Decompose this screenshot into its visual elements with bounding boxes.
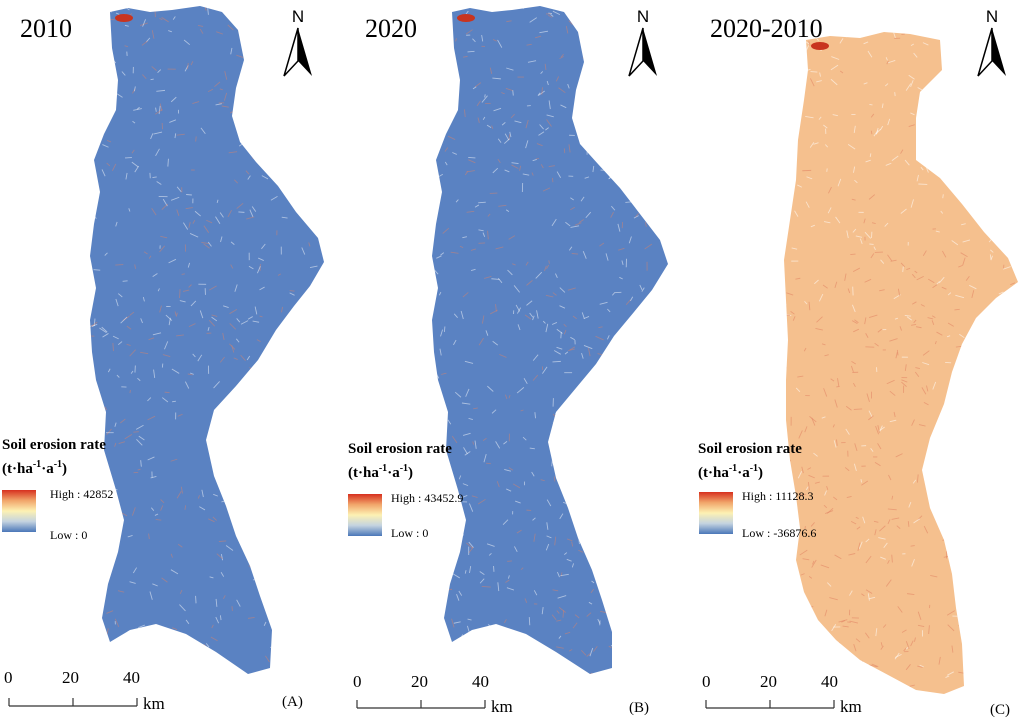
legend: Soil erosion rate (t·ha-1·a-1) — [348, 440, 452, 483]
legend-color-ramp — [2, 490, 36, 532]
map-area-2020 — [345, 0, 690, 718]
legend-low-label: Low : 0 — [50, 528, 87, 543]
legend-high-label: High : 42852 — [50, 487, 113, 502]
panel-label: (A) — [282, 694, 303, 711]
legend-title: Soil erosion rate — [348, 440, 452, 459]
panel-title: 2020-2010 — [710, 14, 823, 44]
legend: Soil erosion rate (t·ha-1·a-1) — [698, 440, 802, 483]
panel-c: 2020-2010 N Soil erosion rate (t·ha-1·a-… — [690, 0, 1024, 718]
scale-unit: km — [491, 697, 513, 717]
legend-low-label: Low : -36876.6 — [742, 526, 816, 541]
scale-tick-label: 20 — [62, 668, 79, 688]
legend-high-label: High : 11128.3 — [742, 489, 813, 504]
scale-bar — [6, 692, 146, 712]
north-label: N — [292, 7, 304, 26]
panel-b: 2020 N Soil erosion rate (t·ha-1·a-1) Hi… — [345, 0, 690, 718]
hotspot-marker — [115, 14, 133, 22]
north-arrow-icon: N — [625, 6, 661, 83]
legend-unit: (t·ha-1·a-1) — [698, 459, 802, 483]
legend-high-label: High : 43452.9 — [391, 491, 463, 506]
scale-unit: km — [840, 697, 862, 717]
catchment-area — [90, 6, 324, 674]
legend-low-label: Low : 0 — [391, 526, 428, 541]
legend-color-ramp — [699, 492, 733, 534]
scale-tick-label: 0 — [702, 672, 711, 692]
legend-title: Soil erosion rate — [2, 436, 106, 455]
scale-tick-label: 40 — [123, 668, 140, 688]
legend-unit: (t·ha-1·a-1) — [2, 455, 106, 479]
legend-title: Soil erosion rate — [698, 440, 802, 459]
panel-label: (C) — [990, 702, 1010, 719]
legend-color-ramp — [348, 494, 382, 536]
panel-a: 2010 N Soil erosion rate (t·ha-1·a-1) Hi… — [0, 0, 345, 718]
scale-tick-label: 0 — [4, 668, 13, 688]
scale-tick-label: 0 — [353, 672, 362, 692]
scale-tick-label: 40 — [472, 672, 489, 692]
panel-title: 2020 — [365, 14, 417, 44]
scale-tick-label: 20 — [760, 672, 777, 692]
scale-bar — [354, 694, 494, 714]
north-label: N — [637, 7, 649, 26]
panel-label: (B) — [629, 700, 649, 717]
legend: Soil erosion rate (t·ha-1·a-1) — [2, 436, 106, 479]
north-arrow-icon: N — [974, 6, 1010, 83]
scale-tick-label: 40 — [821, 672, 838, 692]
north-label: N — [986, 7, 998, 26]
catchment-area — [784, 32, 1018, 694]
scale-bar — [703, 694, 843, 714]
hotspot-marker — [457, 14, 475, 22]
map-area-difference — [690, 0, 1024, 718]
map-area-2010 — [0, 0, 345, 718]
panel-title: 2010 — [20, 14, 72, 44]
north-arrow-icon: N — [280, 6, 316, 83]
scale-unit: km — [143, 694, 165, 714]
legend-unit: (t·ha-1·a-1) — [348, 459, 452, 483]
scale-tick-label: 20 — [411, 672, 428, 692]
